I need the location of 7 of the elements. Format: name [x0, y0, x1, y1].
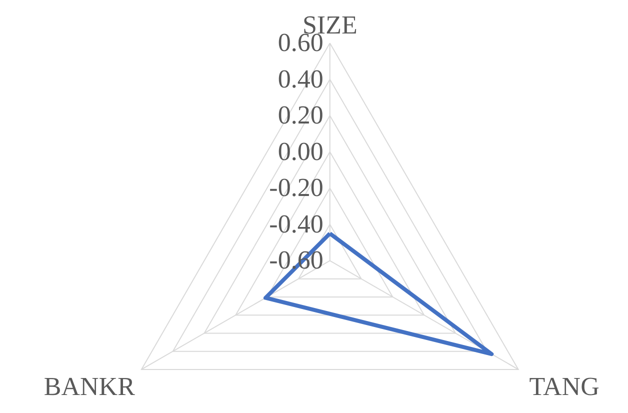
y-tick-label: 0.20 — [278, 100, 324, 130]
y-tick-label: -0.20 — [269, 173, 324, 202]
spoke-label: BANKR — [44, 372, 136, 401]
spoke-label: TANG — [529, 372, 600, 401]
y-tick-label: -0.40 — [269, 209, 324, 238]
y-tick-label: 0.40 — [278, 64, 324, 94]
y-tick-label: 0.00 — [278, 136, 324, 166]
